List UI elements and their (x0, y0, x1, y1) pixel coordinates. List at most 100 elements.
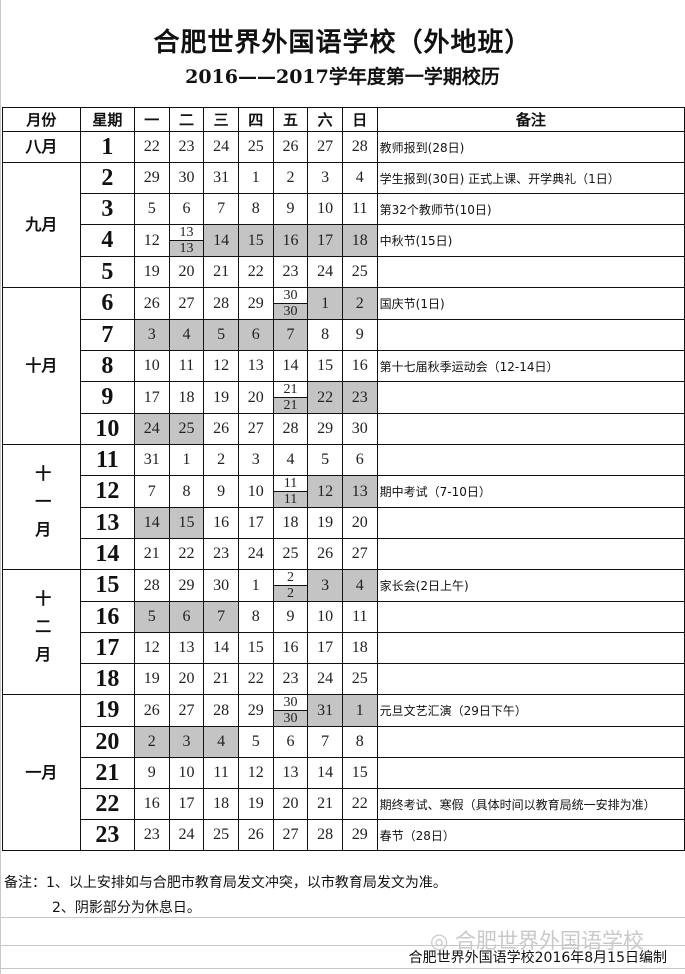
day-cell: 2 (272, 162, 309, 194)
day-top: 21 (283, 382, 298, 397)
week-row: 14 21 22 23 24 25 26 27 (3, 538, 685, 570)
day-cell: 14 (133, 507, 170, 539)
day-cell: 11 (203, 757, 239, 789)
day-bottom-rest: 13 (169, 240, 204, 256)
week-row: 23 23 24 25 26 27 28 29 春节（28日） (3, 819, 685, 851)
day-cell: 8 (341, 726, 378, 758)
day-cell: 22 (133, 131, 170, 163)
day-top: 30 (283, 288, 298, 303)
day-cell: 27 (341, 538, 378, 570)
week-number: 5 (79, 256, 135, 288)
day-cell: 4 (341, 569, 378, 602)
week-note (376, 632, 685, 664)
day-cell: 24 (307, 663, 343, 695)
week-row: 17 12 13 14 15 16 17 18 (3, 632, 685, 664)
week-row: 8 10 11 12 13 14 15 16 第十七届秋季运动会（12-14日） (3, 350, 685, 382)
day-cell: 9 (272, 193, 309, 225)
day-cell: 28 (203, 694, 239, 727)
day-cell: 29 (237, 694, 274, 727)
day-cell: 28 (272, 413, 309, 445)
grid-line (0, 917, 685, 918)
day-cell: 16 (203, 507, 239, 539)
day-cell: 13 13 (168, 224, 205, 257)
day-bottom-rest: 11 (273, 491, 308, 507)
day-cell: 23 (341, 381, 378, 414)
day-cell: 28 (133, 569, 170, 602)
day-cell: 3 (237, 444, 274, 476)
day-cell: 30 (168, 162, 205, 194)
day-cell: 27 (307, 131, 343, 163)
day-cell: 17 (133, 381, 170, 414)
week-row: 九月 2 29 30 31 1 2 3 4 学生报到(30日) 正式上课、开学典礼（1日） (2, 162, 685, 288)
day-cell: 7 (307, 726, 343, 758)
week-note: 期终考试、寒假（具体时间以教育局统一安排为准） (376, 788, 685, 820)
month-label: 九月 (2, 162, 81, 288)
day-cell: 5 (307, 444, 343, 476)
day-cell: 24 (133, 413, 170, 445)
week-note: 期中考试（7-10日） (376, 475, 685, 508)
day-top: 11 (283, 476, 298, 491)
day-cell: 23 (272, 256, 309, 288)
header-sun: 日 (341, 107, 378, 132)
week-note (376, 663, 685, 695)
day-cell: 31 (203, 162, 239, 194)
day-cell: 13 (168, 632, 205, 664)
day-bottom-rest: 21 (273, 397, 308, 413)
day-cell: 19 (237, 788, 274, 820)
day-cell: 9 (203, 475, 239, 508)
footnote-1: 备注：1、以上安排如与合肥市教育局发文冲突，以市教育局发文为准。 (4, 875, 447, 891)
day-cell: 20 (168, 663, 205, 695)
week-row: 21 9 10 11 12 13 14 15 (3, 757, 685, 789)
week-note (376, 381, 685, 414)
day-cell: 15 (237, 224, 274, 257)
day-cell: 19 (133, 663, 170, 695)
day-cell: 25 (203, 819, 239, 851)
week-note: 第十七届秋季运动会（12-14日） (376, 350, 685, 382)
day-cell: 8 (307, 319, 343, 351)
week-note: 家长会(2日上午) (376, 569, 685, 602)
day-bottom-rest: 2 (273, 585, 308, 601)
day-cell: 13 (272, 757, 309, 789)
week-number: 17 (79, 632, 135, 664)
day-cell: 15 (341, 757, 378, 789)
day-cell: 1 (237, 162, 274, 194)
week-note (376, 757, 685, 789)
day-cell: 11 11 (272, 475, 309, 508)
day-cell: 16 (341, 350, 378, 382)
day-cell: 10 (237, 475, 274, 508)
header-fri: 五 (272, 107, 309, 132)
day-cell: 27 (168, 694, 205, 727)
week-row: 八月 1 22 23 24 25 26 27 28 教师报到(28日) (2, 131, 685, 163)
month-label: 十二月 (2, 569, 81, 695)
day-cell: 25 (341, 663, 378, 695)
week-row: 十一月 11 31 1 2 3 4 5 6 (2, 444, 685, 570)
header-tue: 二 (168, 107, 205, 132)
day-cell: 18 (203, 788, 239, 820)
compiled-by: 合肥世界外国语学校2016年8月15日编制 (408, 950, 667, 966)
day-cell: 7 (133, 475, 170, 508)
header-row: 月份 星期 一 二 三 四 五 六 日 备注 (2, 107, 685, 132)
day-cell: 19 (307, 507, 343, 539)
week-note (376, 538, 685, 570)
day-cell: 5 (133, 193, 170, 225)
day-top: 13 (179, 225, 194, 240)
day-cell: 6 (272, 726, 309, 758)
week-number: 20 (79, 726, 135, 758)
day-cell: 3 (307, 569, 343, 602)
day-cell: 24 (168, 819, 205, 851)
footnote-2: 2、阴影部分为休息日。 (52, 900, 201, 916)
day-cell: 25 (168, 413, 205, 445)
week-note: 元旦文艺汇演（29日下午） (376, 694, 685, 727)
day-cell: 1 (307, 287, 343, 320)
day-cell: 22 (237, 663, 274, 695)
day-cell: 4 (203, 726, 239, 758)
day-cell: 20 (272, 788, 309, 820)
header-month: 月份 (2, 107, 81, 132)
day-cell: 23 (272, 663, 309, 695)
week-row: 18 19 20 21 22 23 24 25 (3, 663, 685, 695)
week-note: 春节（28日） (376, 819, 685, 851)
header-week: 星期 (79, 107, 135, 132)
day-cell: 16 (272, 632, 309, 664)
day-cell: 2 (203, 444, 239, 476)
week-note: 第32个教师节(10日) (376, 193, 685, 225)
